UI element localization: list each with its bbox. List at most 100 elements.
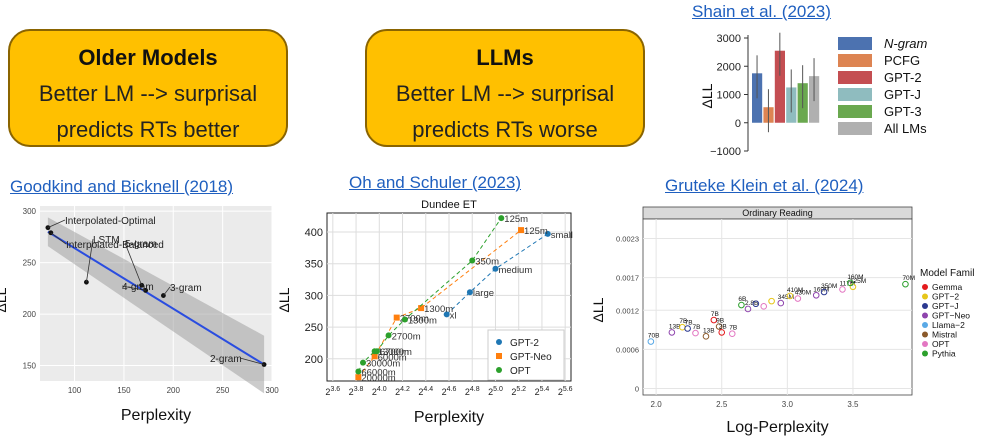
legend-marker (496, 353, 502, 359)
data-point (492, 265, 499, 272)
legend-label: OPT (510, 366, 531, 377)
x-tick-label: 3.5 (847, 400, 859, 409)
point-label: 2-gram (210, 354, 242, 365)
point-label: 7B (711, 311, 719, 318)
bar-gpt-2 (774, 50, 785, 123)
y-tick-label: 0 (635, 384, 639, 393)
chart-title: Dundee ET (421, 199, 477, 211)
point-label: 350m (475, 257, 499, 268)
data-point (139, 282, 145, 288)
y-tick-label: 2000 (717, 61, 741, 73)
legend-label: Gemma (932, 282, 963, 292)
point-label: Interpolated-Balanced (66, 240, 164, 251)
data-point (768, 297, 775, 305)
legend-label: GPT-J (884, 87, 921, 102)
x-tick-label: 2.5 (716, 400, 728, 409)
point-leader (239, 357, 265, 365)
x-tick-label: 25.0 (488, 386, 503, 397)
x-tick-label: 150 (117, 386, 131, 395)
point-label: 125M (850, 278, 866, 285)
data-point (752, 300, 760, 308)
data-point (518, 227, 525, 234)
legend-label: GPT−2 (932, 292, 959, 302)
data-point (738, 301, 745, 309)
point-label: 2B (719, 323, 727, 330)
data-point (355, 374, 362, 381)
legend-label: Mistral (932, 330, 957, 340)
llms-line1: Better LM --> surprisal (395, 81, 615, 106)
point-label: 7B (685, 320, 693, 327)
y-tick-label: 0.0012 (616, 306, 639, 315)
chart-title: Ordinary Reading (742, 208, 813, 218)
older-models-line2: predicts RTs better (56, 117, 240, 142)
data-point (684, 325, 691, 332)
legend-swatch (838, 105, 872, 118)
x-tick-label: 25.2 (511, 386, 526, 397)
point-label: 125m (504, 214, 528, 225)
point-label: 125m (524, 226, 548, 237)
x-axis-label: Perplexity (414, 409, 484, 426)
legend-marker (496, 339, 502, 345)
citation-shain[interactable]: Shain et al. (2023) (692, 2, 831, 21)
y-tick-label: 0.0023 (616, 235, 639, 244)
x-tick-label: 24.4 (418, 386, 433, 397)
y-tick-label: 250 (305, 322, 323, 334)
legend-label: GPT−J (932, 301, 959, 311)
point-label: 430M (795, 290, 811, 297)
point-label: 1300m (424, 304, 453, 315)
point-leader (50, 232, 67, 245)
legend-label: Llama−2 (932, 320, 965, 330)
point-label: Interpolated-Optimal (65, 216, 156, 227)
legend-label: N-gram (884, 36, 928, 51)
point-label: 13B (703, 327, 715, 334)
data-point (544, 230, 551, 237)
data-point (373, 348, 380, 355)
x-tick-label: 100 (68, 386, 82, 395)
y-tick-label: 200 (23, 310, 37, 319)
x-tick-label: 300 (265, 386, 279, 395)
point-label: 7B (679, 318, 687, 325)
x-tick-label: 250 (216, 386, 230, 395)
data-point (401, 316, 408, 323)
point-label: 410M (787, 287, 803, 294)
citation-gruteke[interactable]: Gruteke Klein et al. (2024) (665, 176, 864, 195)
legend-label: PCFG (884, 53, 920, 68)
y-tick-label: 3000 (717, 33, 741, 45)
y-tick-label: 0.0017 (616, 274, 639, 283)
point-label: 30000m (366, 359, 400, 370)
legend-label: OPT (932, 339, 949, 349)
y-tick-label: 350 (305, 259, 323, 271)
data-point (498, 215, 505, 222)
legend-label: GPT-2 (884, 70, 922, 85)
x-tick-label: 24.6 (442, 386, 457, 397)
legend-label: GPT-3 (884, 104, 922, 119)
citation-oh[interactable]: Oh and Schuler (2023) (349, 173, 521, 192)
point-label: 3-gram (170, 283, 202, 294)
y-tick-label: 0.0006 (616, 345, 639, 354)
data-point (847, 279, 854, 287)
data-point (692, 329, 699, 337)
confidence-band (47, 217, 265, 394)
legend-swatch (838, 88, 872, 101)
data-point (385, 332, 392, 339)
legend-marker (496, 367, 502, 373)
data-point (702, 333, 710, 340)
legend-marker (922, 322, 928, 328)
legend-label: All LMs (884, 121, 927, 136)
x-tick-label: 25.4 (535, 386, 550, 397)
llms-box: LLMs Better LM --> surprisal predicts RT… (365, 29, 645, 147)
citation-goodkind[interactable]: Goodkind and Bicknell (2018) (10, 177, 234, 196)
y-tick-label: 300 (305, 290, 323, 302)
data-point (710, 316, 718, 324)
older-models-box: Older Models Better LM --> surprisal pre… (8, 29, 288, 147)
legend-label: Pythia (932, 349, 956, 359)
y-axis-label: ΔLL (276, 287, 292, 312)
legend-marker (922, 312, 928, 319)
x-tick-label: 23.6 (325, 386, 340, 397)
legend-label: GPT-Neo (510, 352, 552, 363)
legend-title: Model Famil (920, 268, 974, 279)
x-tick-label: 24.2 (395, 386, 410, 397)
